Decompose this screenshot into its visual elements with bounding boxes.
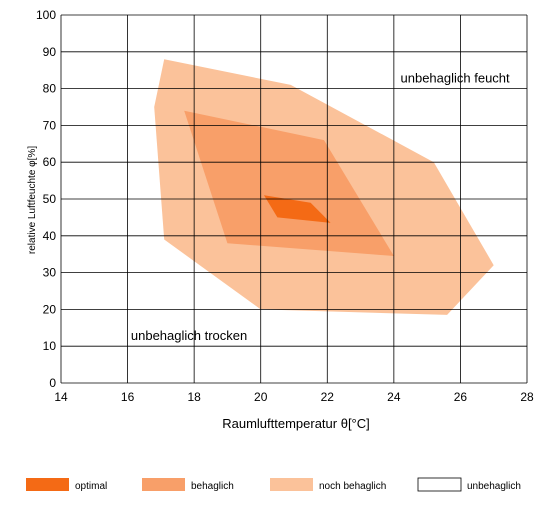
legend-item-unbehaglich: unbehaglich [417,477,521,492]
annotation-unbehaglich-trocken: unbehaglich trocken [131,328,247,343]
x-tick-label: 26 [454,390,468,404]
x-tick-label: 18 [187,390,201,404]
y-tick-label: 60 [43,155,57,169]
y-tick-label: 20 [43,302,57,316]
y-axis-ticks: 0 10 20 30 40 50 60 70 80 90 100 [36,8,56,390]
legend-swatch [26,478,69,491]
x-tick-label: 14 [54,390,68,404]
legend-label: unbehaglich [467,481,521,492]
comfort-regions [154,59,494,315]
legend: optimal behaglich noch behaglich unbehaglic… [26,477,521,492]
region-annotations: unbehaglich feucht unbehaglich trocken [131,71,510,344]
annotation-unbehaglich-feucht: unbehaglich feucht [401,71,511,86]
y-tick-label: 70 [43,118,57,132]
x-axis-label: Raumlufttemperatur θ[°C] [222,416,370,431]
x-tick-label: 28 [520,390,534,404]
legend-item-behaglich: behaglich [142,478,234,492]
legend-swatch [270,478,313,491]
y-tick-label: 30 [43,266,57,280]
y-tick-label: 10 [43,339,57,353]
legend-label: optimal [75,481,107,492]
y-tick-label: 0 [49,376,56,390]
legend-item-noch-behaglich: noch behaglich [270,478,386,492]
legend-label: noch behaglich [319,481,386,492]
x-axis-ticks: 14 16 18 20 22 24 26 28 [54,390,534,404]
y-axis-label: relative Luftfeuchte φ[%] [27,146,38,254]
grid-lines [60,14,528,384]
x-tick-label: 20 [254,390,268,404]
x-tick-label: 22 [321,390,335,404]
legend-label: behaglich [191,481,234,492]
y-tick-label: 50 [43,192,57,206]
legend-swatch [142,478,185,491]
region-optimal [264,195,331,223]
x-tick-label: 24 [387,390,401,404]
legend-swatch [417,477,462,492]
x-tick-label: 16 [121,390,135,404]
legend-item-optimal: optimal [26,478,107,492]
region-behaglich [184,110,394,256]
y-tick-label: 90 [43,45,57,59]
y-tick-label: 40 [43,229,57,243]
y-tick-label: 100 [36,8,56,22]
y-tick-label: 80 [43,82,57,96]
